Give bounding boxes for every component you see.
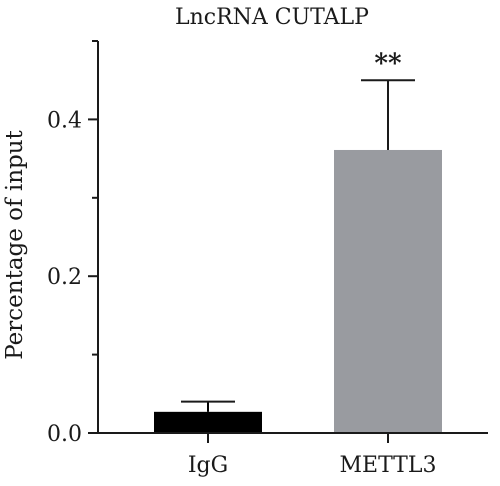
chart-title: LncRNA CUTALP (175, 5, 369, 30)
significance-marker: ** (374, 49, 402, 79)
bar-mettl3 (334, 149, 442, 433)
x-tick-label-mettl3: METTL3 (340, 453, 437, 478)
y-tick-label: 0.2 (47, 265, 82, 290)
x-tick-label-igg: IgG (188, 453, 228, 478)
y-axis-label: Percentage of input (2, 129, 28, 359)
bar-igg (154, 411, 262, 433)
y-tick-label: 0.4 (47, 108, 82, 133)
plot-area: IgG ** METTL3 0.0 0.2 0.4 (47, 40, 488, 478)
y-tick-label: 0.0 (47, 422, 82, 447)
